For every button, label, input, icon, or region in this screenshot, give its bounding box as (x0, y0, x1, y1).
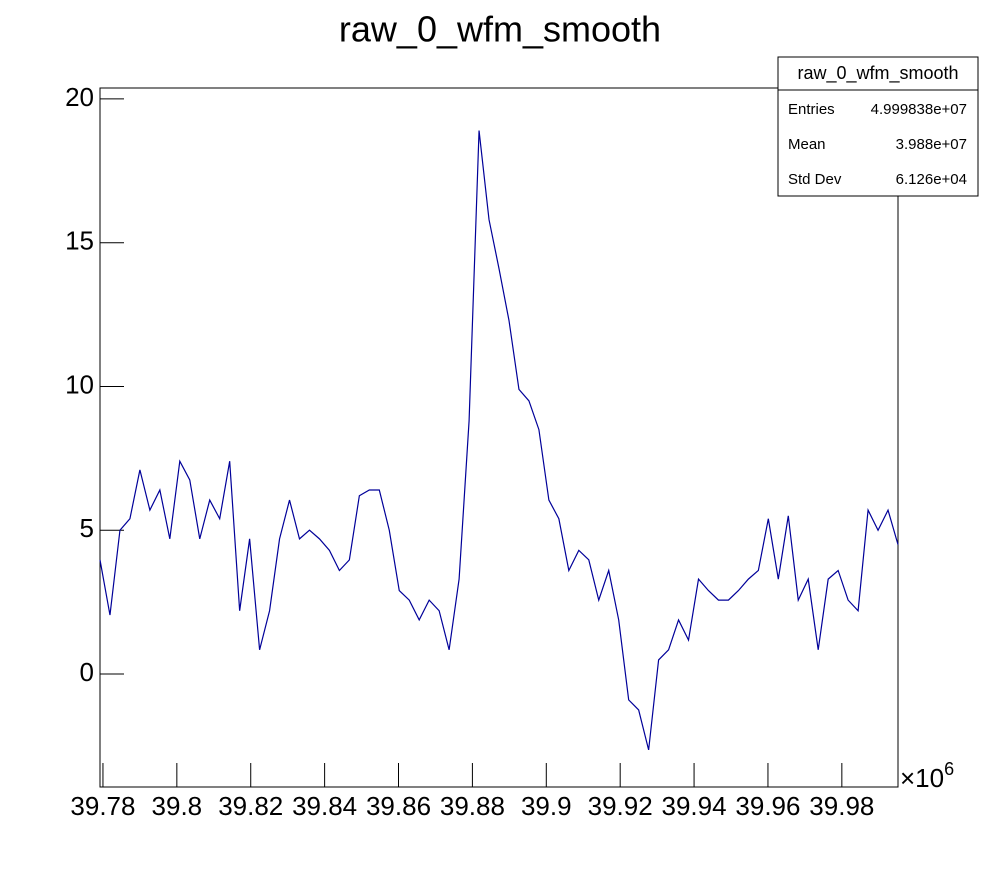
x-multiplier: ×106 (900, 759, 954, 793)
x-tick-label: 39.82 (218, 791, 283, 821)
chart-title: raw_0_wfm_smooth (339, 9, 661, 50)
stats-frame (777, 56, 979, 197)
x-multiplier-base: ×10 (900, 763, 944, 793)
stats-label: Entries (788, 101, 835, 118)
stats-value: 6.126e+04 (896, 171, 967, 188)
x-tick-label: 39.96 (735, 791, 800, 821)
x-tick-label: 39.98 (809, 791, 874, 821)
x-tick-label: 39.88 (440, 791, 505, 821)
x-tick-label: 39.8 (152, 791, 203, 821)
stats-label: Mean (788, 136, 826, 153)
stats-value: 4.999838e+07 (871, 101, 967, 118)
stats-title: raw_0_wfm_smooth (797, 63, 958, 84)
stats-box: raw_0_wfm_smooth Entries 4.999838e+07 Mean… (777, 56, 979, 197)
stats-value: 3.988e+07 (896, 136, 967, 153)
y-tick-label: 5 (80, 513, 94, 543)
x-tick-label: 39.78 (70, 791, 135, 821)
x-multiplier-exponent: 6 (944, 759, 954, 779)
y-tick-label: 0 (80, 657, 94, 687)
plot-frame (99, 87, 899, 788)
y-tick-label: 10 (65, 369, 94, 399)
y-tick-label: 20 (65, 82, 94, 112)
stats-label: Std Dev (788, 171, 842, 188)
x-tick-label: 39.86 (366, 791, 431, 821)
x-tick-label: 39.84 (292, 791, 357, 821)
x-tick-label: 39.94 (662, 791, 727, 821)
y-tick-label: 15 (65, 226, 94, 256)
x-tick-label: 39.92 (588, 791, 653, 821)
x-tick-label: 39.9 (521, 791, 572, 821)
data-line (99, 130, 899, 751)
